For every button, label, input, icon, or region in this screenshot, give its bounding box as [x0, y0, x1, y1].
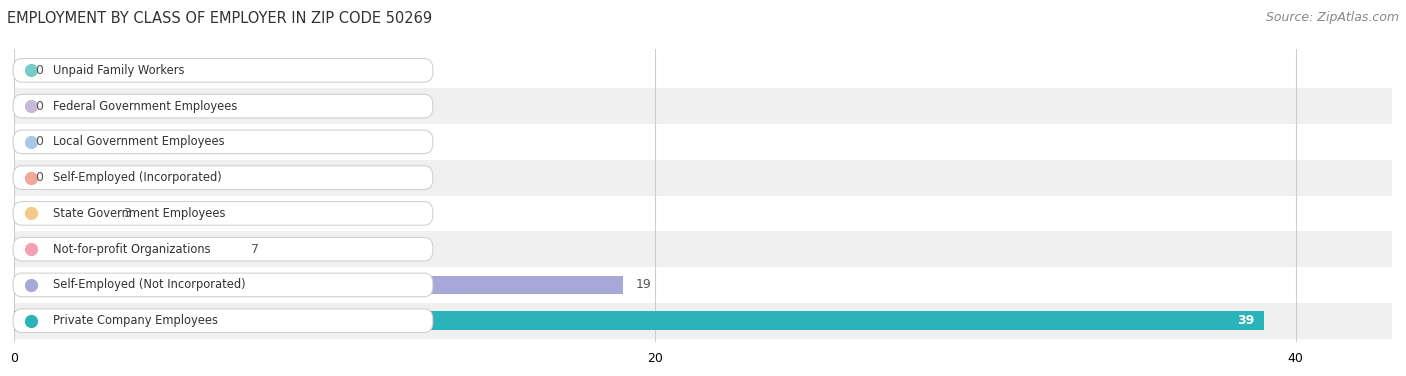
Bar — [14, 311, 1264, 330]
Text: 0: 0 — [35, 171, 44, 184]
Text: Self-Employed (Not Incorporated): Self-Employed (Not Incorporated) — [52, 279, 245, 291]
Bar — [14, 303, 1392, 338]
Bar — [14, 196, 1392, 231]
Text: EMPLOYMENT BY CLASS OF EMPLOYER IN ZIP CODE 50269: EMPLOYMENT BY CLASS OF EMPLOYER IN ZIP C… — [7, 11, 432, 26]
FancyBboxPatch shape — [13, 94, 433, 118]
Text: Self-Employed (Incorporated): Self-Employed (Incorporated) — [52, 171, 221, 184]
FancyBboxPatch shape — [13, 273, 433, 297]
Text: Not-for-profit Organizations: Not-for-profit Organizations — [52, 243, 209, 256]
FancyBboxPatch shape — [13, 202, 433, 225]
Text: 3: 3 — [122, 207, 131, 220]
Text: Private Company Employees: Private Company Employees — [52, 314, 218, 327]
Bar — [14, 240, 239, 258]
Bar — [14, 276, 623, 294]
FancyBboxPatch shape — [13, 237, 433, 261]
Text: 7: 7 — [252, 243, 259, 256]
Bar — [14, 61, 32, 80]
Text: 0: 0 — [35, 135, 44, 149]
Text: Local Government Employees: Local Government Employees — [52, 135, 224, 149]
Text: Federal Government Employees: Federal Government Employees — [52, 100, 236, 112]
Text: 0: 0 — [35, 64, 44, 77]
Bar — [14, 168, 32, 187]
Text: State Government Employees: State Government Employees — [52, 207, 225, 220]
Bar — [14, 267, 1392, 303]
Bar — [14, 204, 110, 223]
Bar — [14, 124, 1392, 160]
Text: Unpaid Family Workers: Unpaid Family Workers — [52, 64, 184, 77]
Bar — [14, 160, 1392, 196]
Text: 39: 39 — [1237, 314, 1254, 327]
Bar — [14, 97, 32, 115]
Text: Source: ZipAtlas.com: Source: ZipAtlas.com — [1265, 11, 1399, 24]
FancyBboxPatch shape — [13, 59, 433, 82]
Bar — [14, 231, 1392, 267]
Bar — [14, 88, 1392, 124]
Text: 0: 0 — [35, 100, 44, 112]
Text: 19: 19 — [636, 279, 651, 291]
FancyBboxPatch shape — [13, 309, 433, 332]
Bar — [14, 133, 32, 151]
FancyBboxPatch shape — [13, 130, 433, 154]
FancyBboxPatch shape — [13, 166, 433, 190]
Bar — [14, 53, 1392, 88]
